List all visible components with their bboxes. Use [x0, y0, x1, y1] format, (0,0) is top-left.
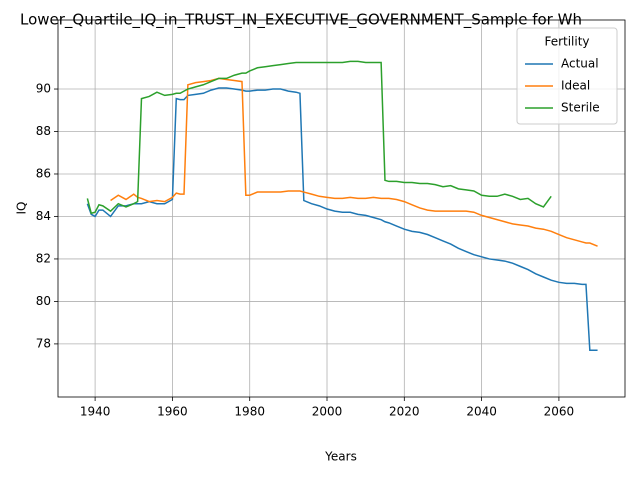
x-axis-label: Years	[324, 450, 357, 464]
plot-frame	[57, 19, 626, 398]
line-series	[110, 77, 598, 247]
x-tick-label: 2040	[466, 405, 497, 419]
legend: Fertility Actual Ideal Sterile	[516, 27, 618, 125]
y-tick-label: 84	[36, 209, 51, 223]
y-tick-label: 88	[36, 124, 51, 138]
legend-label: Ideal	[561, 79, 590, 93]
y-axis-label: IQ	[15, 202, 29, 215]
y-tick-label: 90	[36, 82, 51, 96]
line-series	[86, 87, 598, 352]
x-tick-label: 2020	[389, 405, 420, 419]
y-tick-label: 86	[36, 166, 51, 180]
line-series	[86, 60, 552, 215]
y-tick-label: 82	[36, 251, 51, 265]
x-tick-label: 1980	[234, 405, 265, 419]
y-tick-label: 78	[36, 336, 51, 350]
x-tick-label: 1960	[157, 405, 188, 419]
x-tick-label: 2000	[312, 405, 343, 419]
legend-title: Fertility	[544, 35, 589, 49]
x-tick-label: 1940	[80, 405, 111, 419]
legend-label: Sterile	[561, 101, 600, 115]
x-tick-label: 2060	[544, 405, 575, 419]
y-tick-label: 80	[36, 294, 51, 308]
legend-label: Actual	[561, 57, 599, 71]
legend-box	[516, 27, 618, 125]
